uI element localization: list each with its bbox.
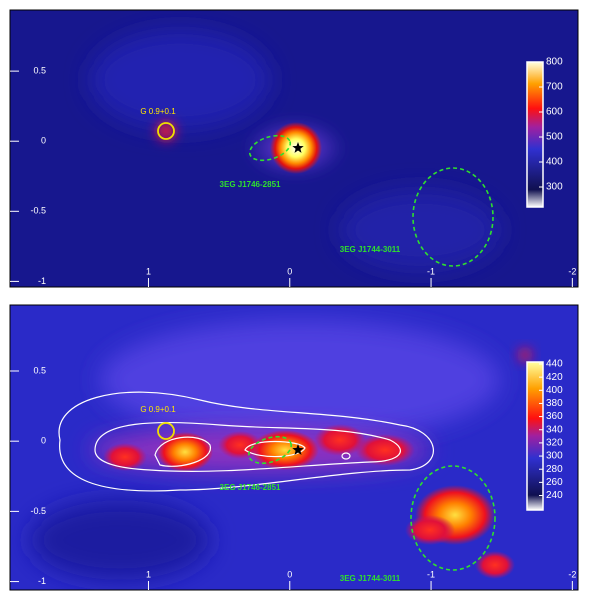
x-tick-label: 0 (287, 266, 292, 276)
colorbar-tick-label: 400 (546, 385, 563, 396)
egret-ellipse (248, 134, 292, 162)
annotation: G 0.9+0.1 (140, 107, 176, 116)
egret-ellipse (410, 465, 496, 571)
x-tick-label: -1 (427, 569, 435, 579)
colorbar-tick-label: 800 (546, 57, 563, 68)
colorbar-tick-label: 280 (546, 464, 563, 475)
colorbar-tick-label: 300 (546, 451, 563, 462)
sgr-a-star (292, 142, 304, 153)
annotation: 3EG J1744-3011 (340, 245, 401, 254)
sky-map (10, 10, 578, 287)
source-circle (157, 122, 175, 140)
colorbar-tick-label: 260 (546, 477, 563, 488)
colorbar-tick-label: 360 (546, 411, 563, 422)
x-tick-label: -2 (568, 569, 576, 579)
sky-map (10, 305, 578, 590)
colorbar-tick-label: 340 (546, 424, 563, 435)
annotation: G 0.9+0.1 (140, 405, 176, 414)
annotation: 3EG J1746-2851 (220, 483, 281, 492)
annotation: 3EG J1744-3011 (340, 574, 401, 583)
colorbar (526, 61, 544, 208)
colorbar-tick-label: 440 (546, 359, 563, 370)
y-tick-label: 0.5 (33, 365, 46, 375)
colorbar-tick-label: 320 (546, 438, 563, 449)
x-tick-label: 0 (287, 569, 292, 579)
y-tick-label: -1 (38, 576, 46, 586)
y-tick-label: -0.5 (30, 206, 46, 216)
y-tick-label: 0 (41, 136, 46, 146)
colorbar-tick-label: 700 (546, 82, 563, 93)
y-tick-label: 0.5 (33, 65, 46, 75)
colorbar (526, 361, 544, 511)
sgr-a-star (292, 444, 304, 455)
x-tick-label: -2 (568, 266, 576, 276)
colorbar-tick-label: 300 (546, 182, 563, 193)
y-tick-label: 0 (41, 436, 46, 446)
x-tick-label: 1 (146, 266, 151, 276)
colorbar-tick-label: 400 (546, 157, 563, 168)
annotation: 3EG J1746-2851 (220, 180, 281, 189)
y-tick-label: -0.5 (30, 506, 46, 516)
colorbar-tick-label: 500 (546, 132, 563, 143)
frame (9, 304, 579, 591)
egret-ellipse (412, 167, 494, 267)
frame (9, 9, 579, 288)
x-tick-label: -1 (427, 266, 435, 276)
source-circle (157, 422, 175, 440)
colorbar-tick-label: 600 (546, 107, 563, 118)
colorbar-tick-label: 380 (546, 398, 563, 409)
y-tick-label: -1 (38, 276, 46, 286)
colorbar-tick-label: 240 (546, 490, 563, 501)
egret-ellipse (247, 435, 293, 465)
x-tick-label: 1 (146, 569, 151, 579)
colorbar-tick-label: 420 (546, 372, 563, 383)
